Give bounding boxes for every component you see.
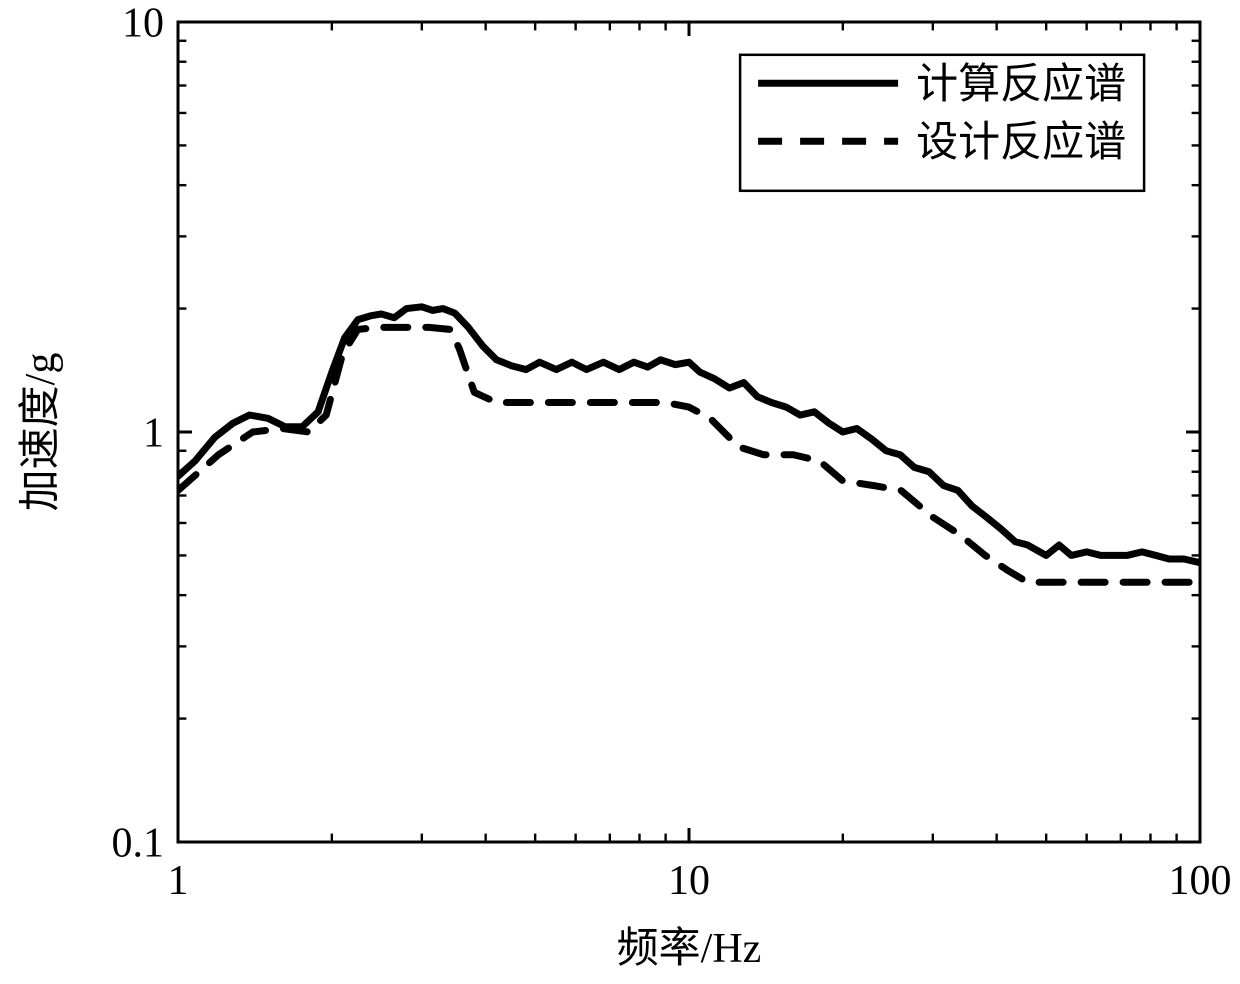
chart-svg: 1101000.1110频率/Hz加速度/g计算反应谱设计反应谱: [0, 0, 1240, 984]
y-tick-label: 0.1: [112, 821, 165, 867]
y-axis-label: 加速度/g: [18, 353, 64, 512]
response-spectrum-chart: 1101000.1110频率/Hz加速度/g计算反应谱设计反应谱: [0, 0, 1240, 984]
x-tick-label: 100: [1169, 858, 1232, 904]
x-axis-label: 频率/Hz: [617, 925, 762, 972]
x-tick-label: 10: [668, 858, 710, 904]
legend-label-design: 设计反应谱: [916, 119, 1126, 166]
x-tick-label: 1: [168, 858, 189, 904]
y-tick-label: 10: [122, 1, 164, 47]
legend-label-calc: 计算反应谱: [916, 61, 1126, 108]
y-tick-label: 1: [143, 411, 164, 457]
